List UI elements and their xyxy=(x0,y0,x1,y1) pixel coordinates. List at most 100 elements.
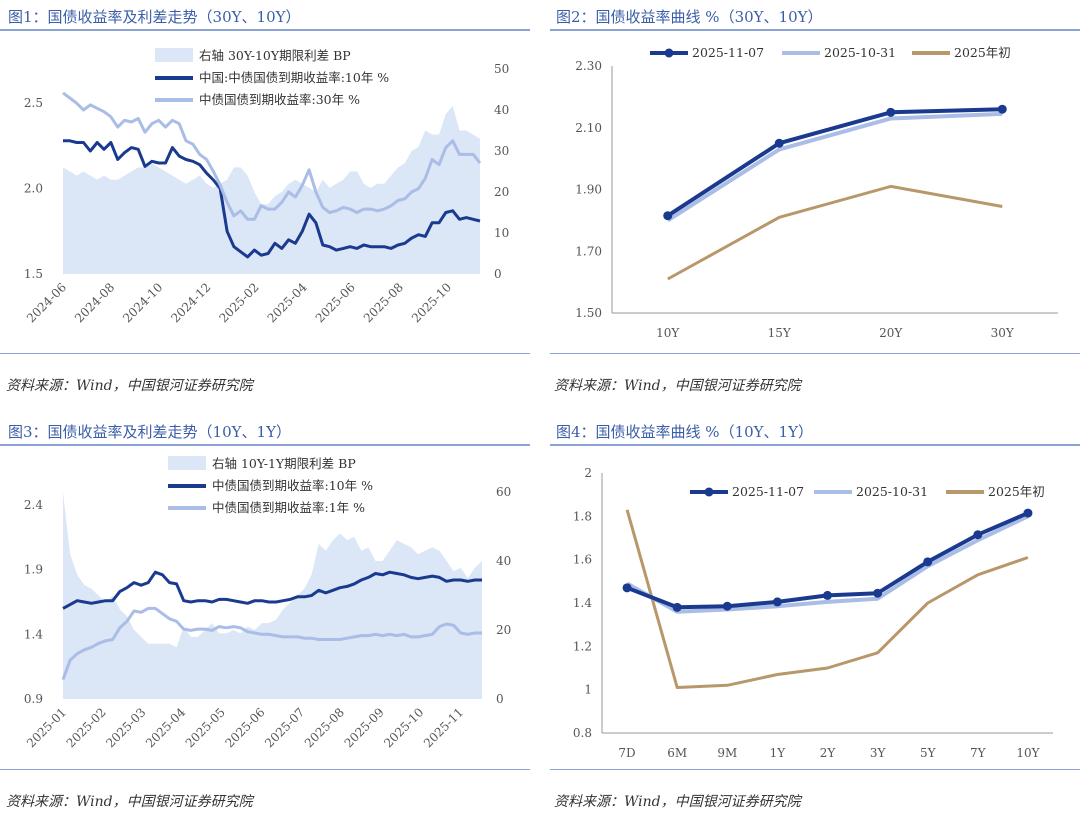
data-point xyxy=(873,588,883,598)
y-tick-label: 1.9 xyxy=(24,563,43,577)
title-rule xyxy=(550,29,1080,31)
y-tick-label: 1.8 xyxy=(573,509,592,523)
data-point xyxy=(663,211,673,221)
y-tick-label: 20 xyxy=(496,623,511,637)
x-tick-label: 2025-08 xyxy=(302,705,347,750)
y-tick-label: 1 xyxy=(584,683,592,697)
chart-title: 图4：国债收益率曲线 %（10Y、1Y） xyxy=(556,423,814,441)
y-tick-label: 1.4 xyxy=(24,627,43,641)
series-line xyxy=(667,184,1003,281)
chart-2-svg: 1.50 1.70 1.90 2.10 2.30 10Y 15Y 20Y 30Y 2025-11-… xyxy=(575,45,1058,340)
x-tick-label: 2025-04 xyxy=(265,280,310,325)
x-tick-label: 2025-02 xyxy=(64,705,109,750)
legend-label: 中债国债到期收益率:30年 % xyxy=(199,92,360,107)
series-line xyxy=(625,509,1029,689)
chart-3-svg: 0.9 1.4 1.9 2.4 0 20 40 60 2025-012025-022025-03… xyxy=(24,456,511,750)
x-tick-label: 2025-06 xyxy=(313,280,358,325)
x-tick-label: 2025-10 xyxy=(381,705,426,750)
data-point xyxy=(823,590,832,600)
y-tick-label: 1.5 xyxy=(24,267,43,281)
x-tick-label: 15Y xyxy=(768,326,792,340)
legend-swatch xyxy=(168,456,206,470)
x-tick-label: 2025-03 xyxy=(103,705,148,750)
legend-label: 右轴 10Y-1Y期限利差 BP xyxy=(212,456,356,471)
x-tick-label: 2025-08 xyxy=(361,280,406,325)
x-tick-label: 9M xyxy=(717,746,737,760)
source-rule xyxy=(0,769,530,770)
series-line xyxy=(626,514,1029,614)
y-tick-label: 1.70 xyxy=(575,244,602,258)
data-point xyxy=(997,104,1007,114)
x-tick-label: 2025-04 xyxy=(143,705,188,750)
chart-4-svg: 0.8 1 1.2 1.4 1.6 1.8 2 7D 6M 9M 1Y 2Y 3Y 5Y 7Y 10Y 2025… xyxy=(573,466,1053,760)
chart-title: 图3：国债收益率及利差走势（10Y、1Y） xyxy=(8,423,291,441)
x-tick-label: 2025-01 xyxy=(24,705,69,750)
x-tick-label: 2025-11 xyxy=(421,705,466,750)
x-tick-label: 2Y xyxy=(820,746,837,760)
series-line xyxy=(61,606,482,681)
legend-label: 中债国债到期收益率:1年 % xyxy=(212,500,365,515)
y-tick-label: 1.2 xyxy=(573,639,592,653)
y-tick-label: 60 xyxy=(496,485,511,499)
data-point xyxy=(1023,508,1033,518)
x-tick-label: 2025-09 xyxy=(342,705,387,750)
legend-label: 2025年初 xyxy=(988,484,1045,499)
x-tick-label: 10Y xyxy=(1016,746,1040,760)
series-line xyxy=(666,111,1003,223)
x-tick-label: 2025-06 xyxy=(222,705,267,750)
series-line xyxy=(62,91,482,221)
title-rule xyxy=(0,444,530,446)
data-point xyxy=(774,138,784,148)
y-tick-label: 2.0 xyxy=(24,182,43,196)
x-tick-label: 3Y xyxy=(870,746,887,760)
y-tick-label: 2 xyxy=(584,466,592,480)
y-tick-label: 0 xyxy=(496,692,504,706)
source-rule xyxy=(550,769,1080,770)
series-area xyxy=(63,492,482,699)
source-note: 资料来源：Wind，中国银河证券研究院 xyxy=(6,794,253,810)
legend-label: 中债国债到期收益率:10年 % xyxy=(212,478,373,493)
source-note: 资料来源：Wind，中国银河证券研究院 xyxy=(6,378,253,394)
x-tick-label: 2025-07 xyxy=(262,705,307,750)
x-tick-label: 5Y xyxy=(920,746,937,760)
data-point xyxy=(886,107,896,117)
source-note: 资料来源：Wind，中国银河证券研究院 xyxy=(554,378,801,394)
y-tick-label: 50 xyxy=(494,62,509,76)
legend-label: 中国:中债国债到期收益率:10年 % xyxy=(199,70,389,85)
source-rule xyxy=(0,353,530,354)
chart-title: 图1：国债收益率及利差走势（30Y、10Y） xyxy=(8,8,301,26)
series-line xyxy=(666,107,1003,218)
x-tick-label: 2024-12 xyxy=(168,280,213,325)
data-point xyxy=(923,557,933,567)
x-tick-label: 7Y xyxy=(970,746,987,760)
y-tick-label: 0 xyxy=(494,267,502,281)
data-point xyxy=(772,597,782,607)
title-rule xyxy=(0,29,530,31)
y-tick-label: 0.9 xyxy=(24,692,43,706)
y-tick-label: 2.10 xyxy=(575,121,602,135)
y-tick-label: 40 xyxy=(494,103,509,117)
y-tick-label: 20 xyxy=(494,185,509,199)
x-tick-label: 2025-10 xyxy=(409,280,454,325)
y-tick-label: 0.8 xyxy=(573,726,592,740)
data-point xyxy=(722,601,732,611)
chart-panel-3: 图3：国债收益率及利差走势（10Y、1Y） 0.9 1.4 1.9 2.4 0 20 40 6… xyxy=(0,417,530,817)
x-tick-label: 2024-10 xyxy=(120,280,165,325)
x-tick-label: 2024-08 xyxy=(72,280,117,325)
x-tick-label: 30Y xyxy=(991,326,1015,340)
y-tick-label: 30 xyxy=(494,144,509,158)
series-area xyxy=(63,105,480,275)
legend-label: 2025-11-07 xyxy=(692,45,764,60)
chart-panel-2: 图2：国债收益率曲线 %（30Y、10Y） 1.50 1.70 1.90 2.10 2.… xyxy=(550,0,1080,400)
legend-swatch xyxy=(155,48,193,62)
chart-panel-1: 图1：国债收益率及利差走势（30Y、10Y） 1.5 2.0 2.5 0 10 20 30 4… xyxy=(0,0,530,400)
x-tick-label: 1Y xyxy=(770,746,787,760)
chart-title: 图2：国债收益率曲线 %（30Y、10Y） xyxy=(556,8,823,26)
y-tick-label: 10 xyxy=(494,226,509,240)
legend-label: 2025年初 xyxy=(954,45,1011,60)
source-note: 资料来源：Wind，中国银河证券研究院 xyxy=(554,794,801,810)
y-tick-label: 1.90 xyxy=(575,183,602,197)
legend-label: 2025-10-31 xyxy=(856,484,928,499)
y-tick-label: 1.6 xyxy=(573,553,592,567)
